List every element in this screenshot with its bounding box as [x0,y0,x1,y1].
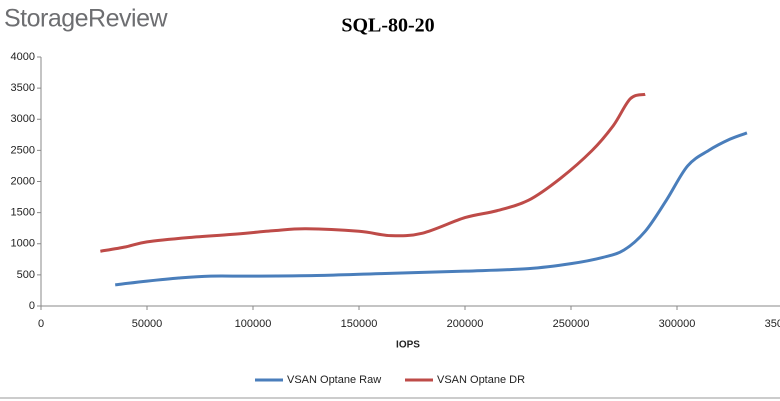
x-tick-label: 100000 [235,318,272,330]
x-tick-label: 0 [38,318,44,330]
y-tick-label: 1000 [11,238,35,250]
series-line [115,131,748,287]
y-tick-label: 3000 [11,113,35,125]
y-tick-label: 0 [29,300,35,312]
x-tick-label: 350000 [765,318,780,330]
x-axis-label: IOPS [396,340,420,351]
y-tick-label: 4000 [11,51,35,63]
legend-label: VSAN Optane Raw [287,374,381,386]
x-tick-label: 200000 [447,318,484,330]
y-tick-label: 2000 [11,175,35,187]
x-tick-label: 300000 [659,318,696,330]
y-tick-label: 3500 [11,82,35,94]
legend-label: VSAN Optane DR [437,374,525,386]
y-tick-label: 1500 [11,207,35,219]
series-line [100,92,646,253]
brand-logo: StorageReview [4,5,168,33]
x-tick-label: 250000 [553,318,590,330]
x-tick-label: 50000 [132,318,163,330]
chart-title: SQL-80-20 [341,15,434,37]
x-tick-label: 150000 [341,318,378,330]
y-tick-label: 500 [17,269,35,281]
y-tick-label: 2500 [11,144,35,156]
